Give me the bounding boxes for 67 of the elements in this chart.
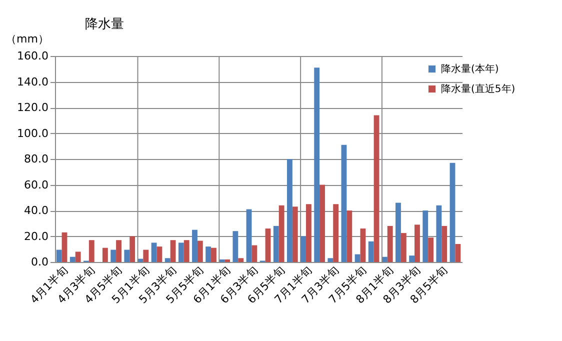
bar [368,241,374,262]
bar [286,159,292,262]
bar [62,232,68,262]
bar [246,209,252,262]
bar [346,210,352,262]
y-tick-label: 160.0 [17,50,48,62]
bar [387,226,393,262]
bar [396,202,401,262]
bar [314,68,320,262]
legend-label: 降水量(本年) [441,63,499,75]
y-tick-label: 0.0 [31,256,48,268]
bar [354,254,360,262]
bar [320,184,325,262]
bar [70,256,76,262]
bar [232,231,238,262]
bar [273,226,279,262]
chart-title: 降水量 [85,17,124,32]
bar [428,238,434,262]
y-tick-label: 80.0 [24,152,48,166]
y-tick-label: 40.0 [24,204,48,217]
bar [184,240,190,262]
bar [442,226,448,262]
y-tick-label: 100.0 [17,126,48,140]
bar [360,228,366,262]
bar [151,242,157,262]
bar [178,242,184,262]
bar [102,248,108,262]
bar [450,162,456,262]
y-tick-label: 20.0 [24,230,48,243]
bar [56,250,62,262]
bar [192,230,198,262]
bar [238,258,244,262]
legend-label: 降水量(直近5年) [441,83,516,95]
bar [252,245,258,262]
bar [110,250,116,262]
bar [341,144,347,262]
bar [224,259,230,262]
y-tick-label: 60.0 [24,178,48,192]
bar [88,240,94,262]
bar [156,246,162,262]
bar [206,246,212,262]
bar [306,204,312,262]
bar [292,206,298,262]
bar [409,256,415,262]
bar [170,240,176,262]
bar [75,252,81,262]
bar [414,224,420,262]
bar [211,248,216,262]
bar [265,228,271,262]
bar [400,233,406,262]
bar [116,240,122,262]
bar [436,205,442,262]
bar [374,115,380,262]
y-tick-label: 120.0 [17,101,48,114]
bar [164,258,170,262]
bar [143,250,149,262]
bar [328,258,334,262]
y-tick-label: 140.0 [17,75,48,88]
bar [124,250,130,262]
bar [333,204,339,262]
y-axis-title: （mm） [6,32,49,46]
bar [278,205,284,262]
bar [130,236,136,262]
bar [422,210,428,262]
bar [300,236,306,262]
bar [455,244,461,262]
bar [197,240,203,262]
